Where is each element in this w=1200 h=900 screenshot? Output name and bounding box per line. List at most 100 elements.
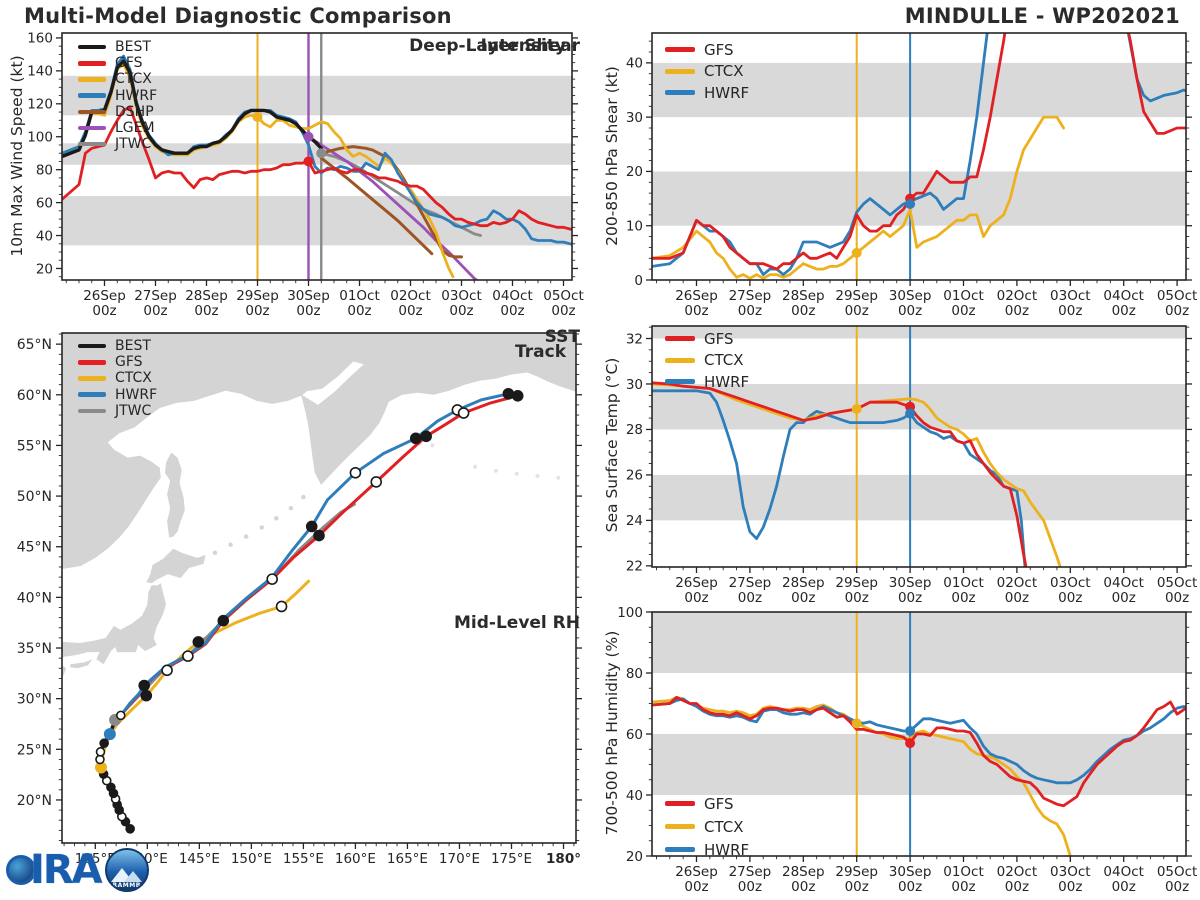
sst-panel-label: SST [544,327,580,347]
legend-swatch-ctcx [78,376,106,381]
svg-text:00z: 00z [1112,590,1136,604]
legend-swatch-ctcx [665,357,695,363]
intensity-panel-label: Intensity [480,36,566,56]
intensity-legend: BEST GFS CTCX HWRF DSHP LGEM JTWC [78,39,157,153]
svg-text:00z: 00z [1058,590,1082,604]
rh-y-axis-title: 700-500 hPa Humidity (%) [603,630,621,836]
legend-label: CTCX [115,71,152,88]
legend-item-hwrf: HWRF [665,372,749,392]
svg-text:00z: 00z [245,303,269,319]
legend-item-jtwc: JTWC [78,402,157,419]
track-panel-label: Track [515,342,566,362]
svg-text:22: 22 [626,559,643,575]
legend-item-jtwc: JTWC [78,136,157,153]
legend-label: HWRF [704,83,750,102]
svg-text:00z: 00z [500,303,524,319]
svg-text:00z: 00z [1058,303,1082,319]
legend-swatch-gfs [78,61,106,66]
legend-item-lgem: LGEM [78,120,157,136]
sst-legend: GFS CTCX HWRF [665,329,749,394]
cira-globe-icon [6,855,36,885]
shear-y-axis-title: 200-850 hPa Shear (kt) [603,66,621,246]
page-title: Multi-Model Diagnostic Comparison [24,4,452,28]
svg-text:160: 160 [27,31,53,47]
svg-text:00z: 00z [449,303,473,319]
svg-text:40: 40 [626,788,643,804]
svg-text:55°N: 55°N [17,438,52,454]
legend-item-ctcx: CTCX [665,351,749,371]
svg-text:00z: 00z [951,590,975,604]
svg-text:50°N: 50°N [17,489,52,505]
svg-text:28Sep: 28Sep [185,288,228,304]
legend-item-dshp: DSHP [78,104,157,120]
svg-text:170°E: 170°E [439,851,480,867]
legend-swatch-ctcx [665,68,695,74]
legend-item-gfs: GFS [665,40,749,60]
legend-label: JTWC [115,402,152,419]
svg-text:00z: 00z [1005,303,1029,319]
svg-text:26: 26 [626,468,643,484]
svg-text:25°N: 25°N [17,742,52,758]
svg-text:03Oct: 03Oct [1050,575,1091,591]
legend-item-hwrf: HWRF [665,83,749,103]
rh-chart: 26Sep00z27Sep00z28Sep00z29Sep00z30Sep00z… [617,605,1197,895]
legend-item-ctcx: CTCX [665,816,749,837]
svg-text:04Oct: 04Oct [492,288,533,304]
svg-text:60: 60 [36,195,53,211]
svg-text:28Sep: 28Sep [782,864,825,880]
legend-label: BEST [115,39,151,56]
legend-item-hwrf: HWRF [78,88,157,104]
svg-text:29Sep: 29Sep [835,288,878,304]
legend-swatch-best [78,44,106,50]
svg-text:00z: 00z [1112,879,1136,895]
legend-swatch-jtwc [78,408,106,414]
track-legend: BEST GFS CTCX HWRF JTWC [78,338,158,420]
intensity-chart: 26Sep00z27Sep00z28Sep00z29Sep00z30Sep00z… [27,31,584,319]
legend-swatch-ctcx [665,824,695,829]
legend-item-gfs: GFS [78,55,157,71]
svg-text:40: 40 [626,56,643,72]
svg-text:00z: 00z [398,303,422,319]
legend-label: CTCX [704,62,744,81]
legend-label: JTWC [115,136,152,153]
cira-rammb-logo: IRA RAMMB [6,848,149,892]
svg-text:01Oct: 01Oct [943,575,984,591]
svg-text:04Oct: 04Oct [1103,864,1144,880]
svg-text:40: 40 [36,228,53,244]
svg-text:60°N: 60°N [17,388,52,404]
legend-swatch-gfs [665,47,695,53]
legend-label: HWRF [115,386,158,403]
svg-text:27Sep: 27Sep [729,575,772,591]
svg-text:30Sep: 30Sep [889,288,932,304]
svg-text:26Sep: 26Sep [675,288,718,304]
legend-item-ctcx: CTCX [78,71,157,88]
svg-text:00z: 00z [951,303,975,319]
svg-text:35°N: 35°N [17,641,52,657]
rh-panel-label: Mid-Level RH [453,613,580,633]
svg-text:00z: 00z [1058,879,1082,895]
legend-swatch-jtwc [78,141,106,147]
shear-chart: 26Sep00z27Sep00z28Sep00z29Sep00z30Sep00z… [626,32,1197,319]
legend-swatch-hwrf [665,379,695,385]
svg-text:01Oct: 01Oct [339,288,380,304]
svg-text:30°N: 30°N [17,692,52,708]
svg-text:32: 32 [626,331,643,347]
svg-text:03Oct: 03Oct [1050,288,1091,304]
svg-text:29Sep: 29Sep [236,288,279,304]
intensity-y-axis-title: 10m Max Wind Speed (kt) [8,55,26,257]
legend-swatch-gfs [78,360,106,365]
svg-text:100: 100 [27,130,53,146]
svg-text:20: 20 [36,261,53,277]
legend-label: CTCX [115,370,152,387]
svg-text:26Sep: 26Sep [675,864,718,880]
svg-text:165°E: 165°E [387,851,428,867]
svg-text:45°N: 45°N [17,540,52,556]
svg-text:80: 80 [626,666,643,682]
svg-text:155°E: 155°E [283,851,324,867]
cira-logo-text: IRA [30,847,103,893]
svg-text:03Oct: 03Oct [441,288,482,304]
svg-text:04Oct: 04Oct [1103,288,1144,304]
svg-text:30Sep: 30Sep [889,864,932,880]
svg-text:160°E: 160°E [335,851,376,867]
svg-text:00z: 00z [1005,879,1029,895]
